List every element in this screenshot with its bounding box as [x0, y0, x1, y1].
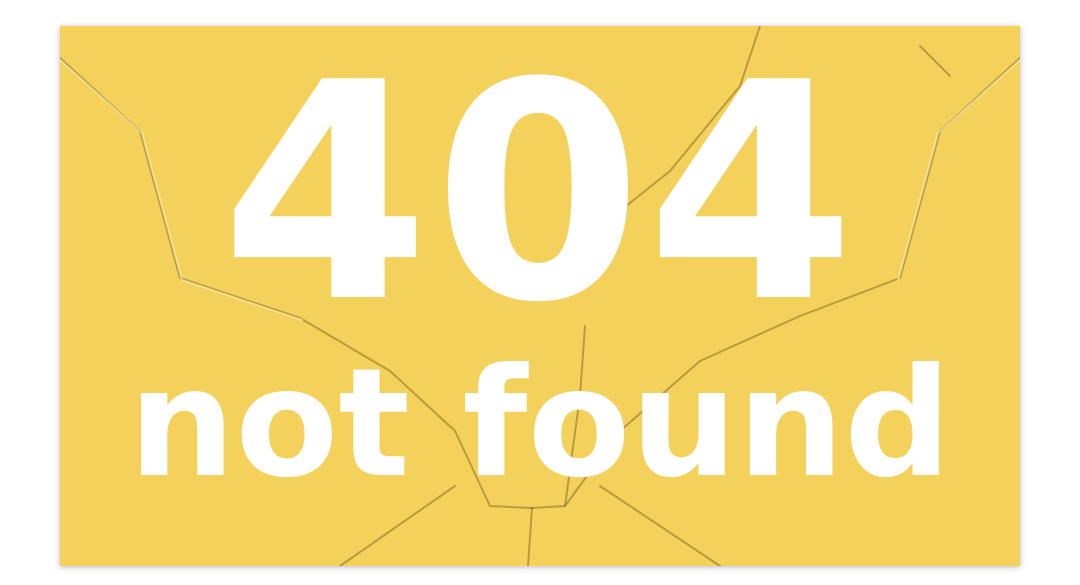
error-image: 404 not found [60, 26, 1020, 566]
error-code: 404 [220, 26, 860, 368]
cracked-background [60, 26, 1020, 566]
error-message: not found [128, 337, 952, 511]
